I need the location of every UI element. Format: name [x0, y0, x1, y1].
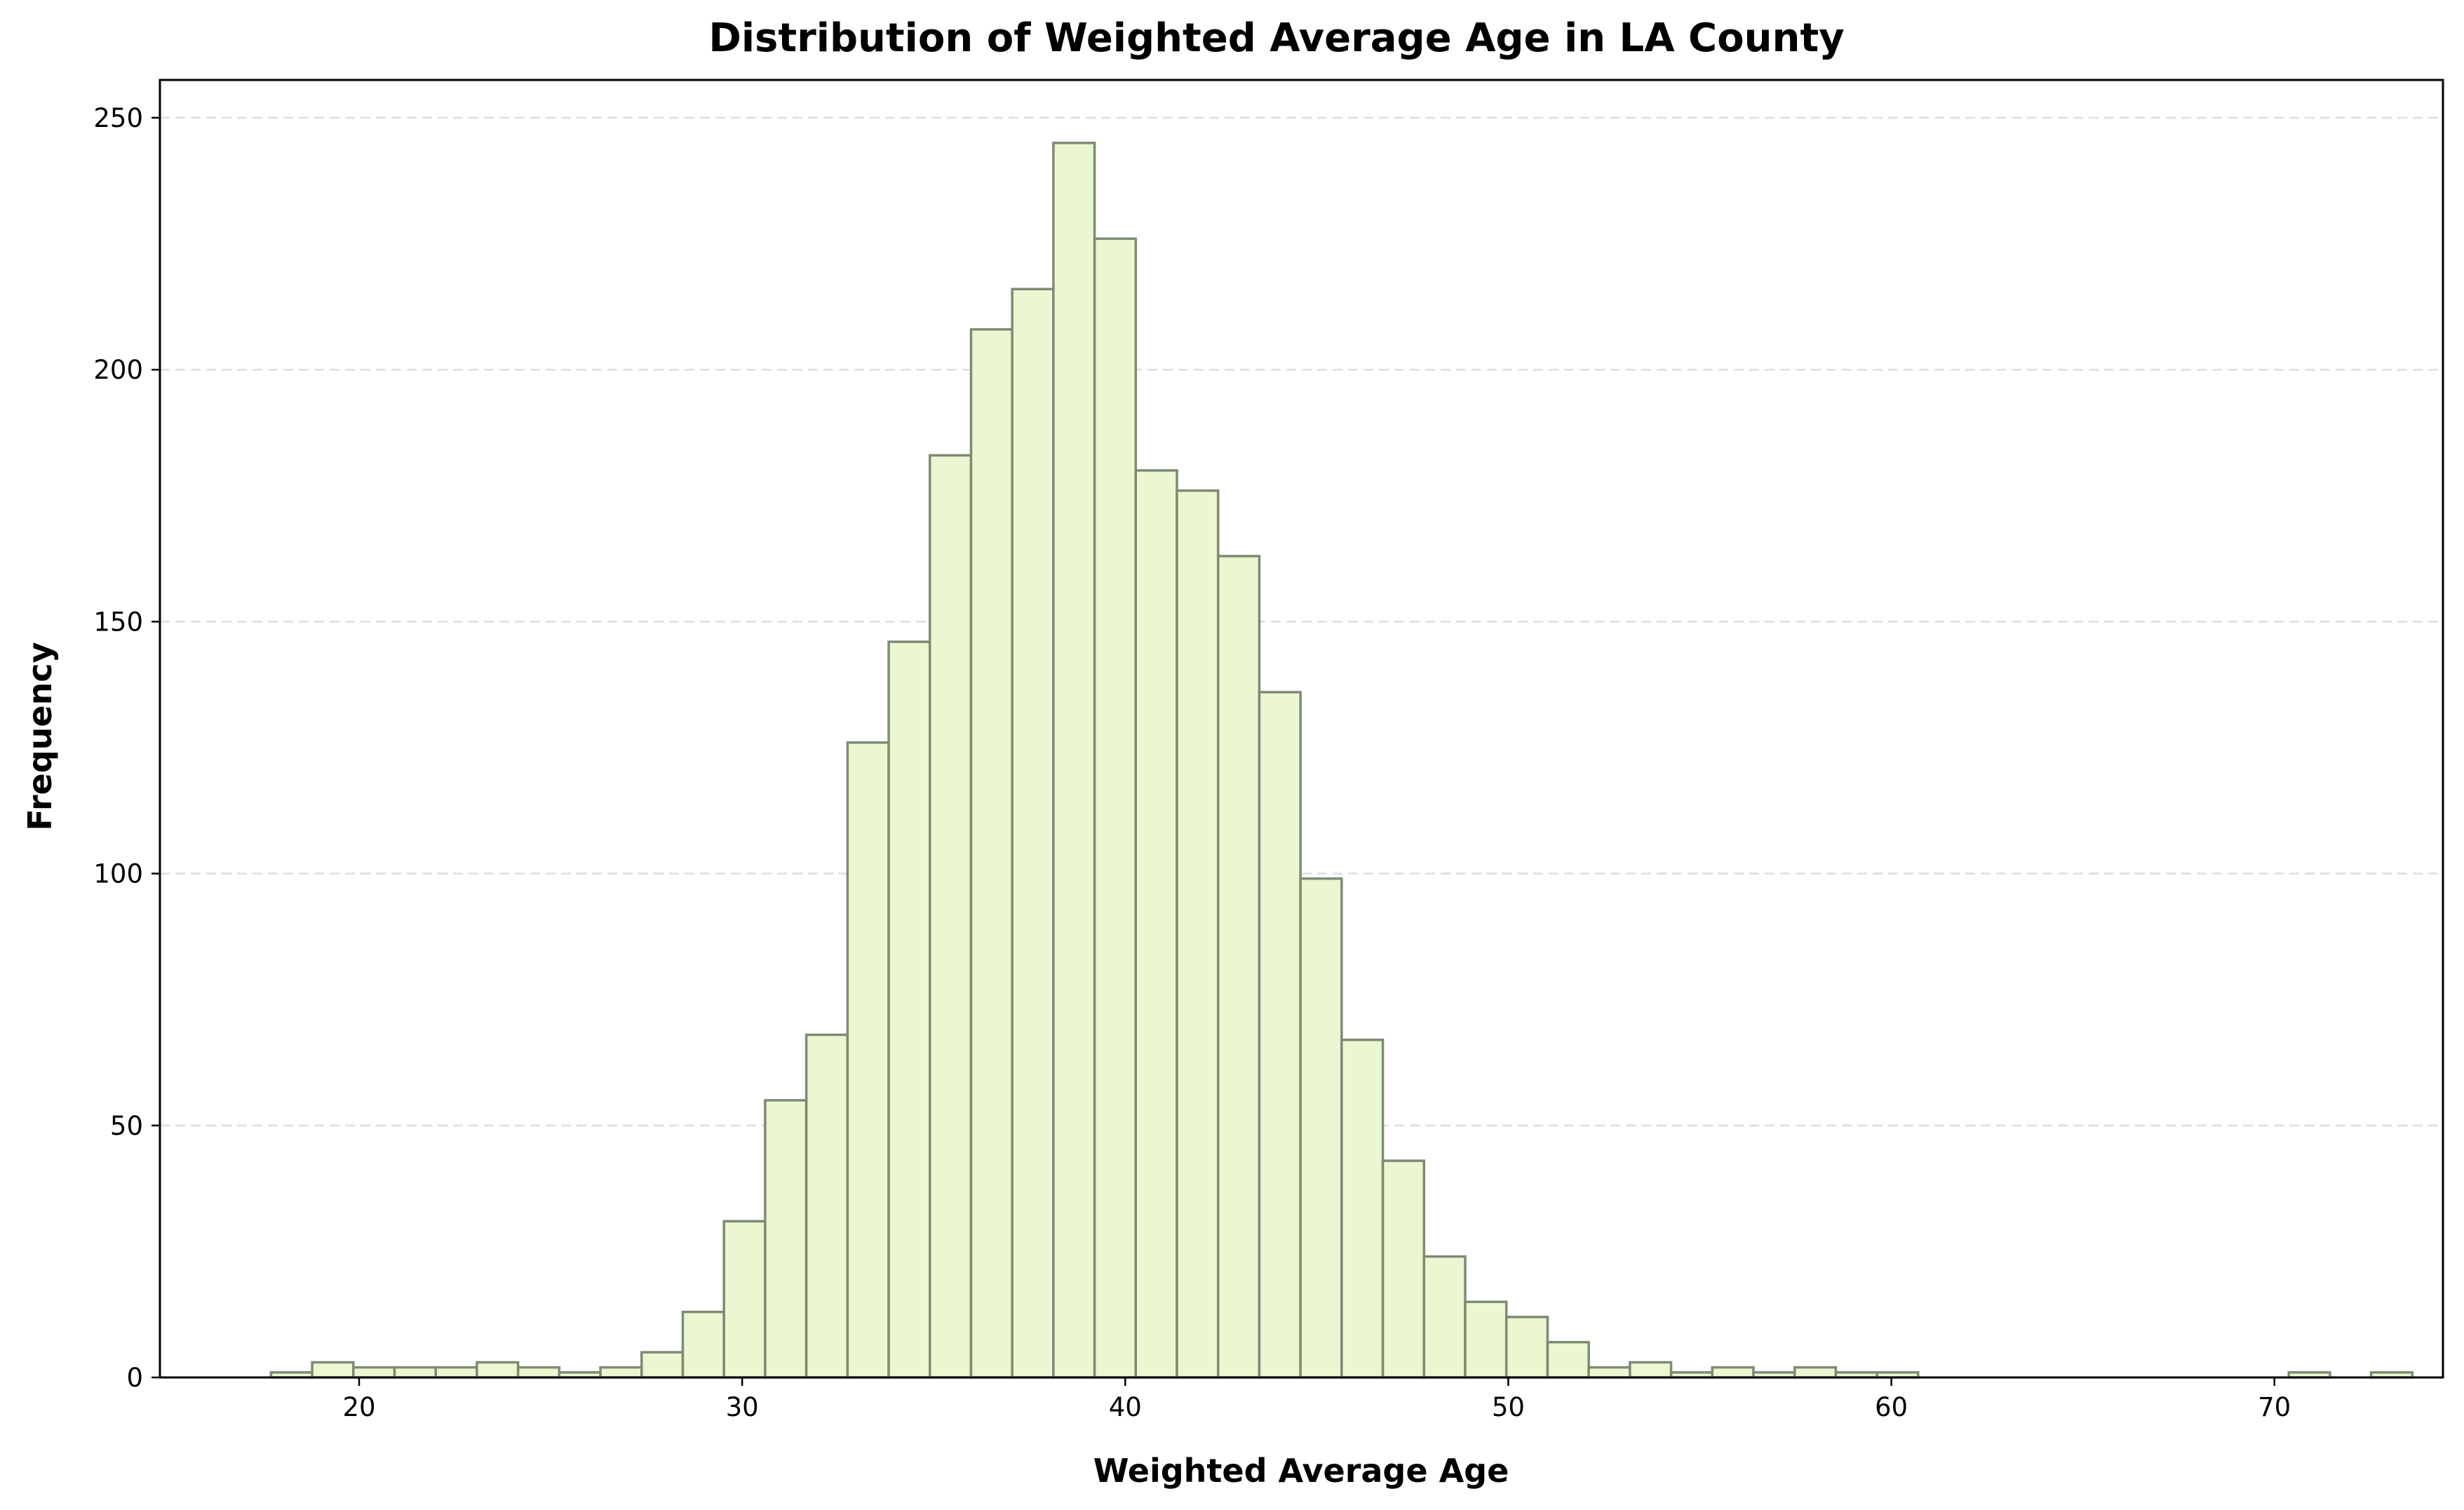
- histogram-bar: [1587, 1366, 1631, 1379]
- y-tick-label: 100: [93, 859, 143, 889]
- histogram-bar: [1422, 1255, 1467, 1379]
- x-tick-label: 40: [1109, 1392, 1142, 1422]
- histogram-bar: [1216, 555, 1261, 1379]
- y-tick-label: 200: [93, 355, 143, 385]
- histogram-bar: [1464, 1300, 1508, 1379]
- histogram-bar: [599, 1366, 643, 1379]
- histogram-bar: [846, 741, 890, 1379]
- y-axis-ticks: 0 50 100 150 200 250: [93, 103, 160, 1393]
- x-tick-label: 50: [1492, 1392, 1525, 1422]
- histogram-bar: [1546, 1340, 1590, 1379]
- histogram-bar: [804, 1033, 849, 1379]
- histogram-bar: [1176, 489, 1220, 1379]
- x-tick-label: 20: [342, 1392, 375, 1422]
- y-tick-label: 0: [126, 1363, 143, 1393]
- histogram-bar: [434, 1366, 478, 1379]
- gridlines: [160, 116, 2443, 1127]
- chart-title: Distribution of Weighted Average Age in …: [708, 15, 1844, 61]
- histogram-bar: [1299, 877, 1343, 1379]
- histogram-bar: [1052, 142, 1096, 1379]
- histogram-bar: [969, 328, 1014, 1379]
- histogram-bar: [1793, 1366, 1838, 1379]
- histogram-bar: [1011, 288, 1055, 1379]
- histogram-bar: [516, 1366, 561, 1379]
- x-axis-label: Weighted Average Age: [1093, 1452, 1509, 1490]
- histogram-bar: [1381, 1159, 1426, 1379]
- plot-frame: [159, 79, 2444, 1379]
- histogram-bar: [764, 1099, 808, 1379]
- y-tick-label: 50: [110, 1111, 143, 1141]
- histogram-bar: [311, 1361, 355, 1379]
- histogram-bars: [269, 142, 2414, 1379]
- histogram-bar: [640, 1351, 685, 1379]
- histogram-bar: [722, 1220, 767, 1379]
- histogram-bar: [681, 1310, 725, 1379]
- x-tick-label: 30: [726, 1392, 759, 1422]
- histogram-bar: [476, 1361, 520, 1379]
- histogram-bar: [928, 454, 973, 1379]
- y-axis-label: Frequency: [21, 642, 59, 830]
- x-tick-label: 70: [2258, 1392, 2291, 1422]
- y-tick-label: 250: [93, 103, 143, 133]
- x-axis-ticks: 20 30 40 50 60 70: [342, 1377, 2291, 1422]
- histogram-bar: [1340, 1038, 1385, 1379]
- histogram-bar: [1093, 237, 1138, 1379]
- histogram-bar: [1711, 1366, 1755, 1379]
- histogram-bar: [352, 1366, 396, 1379]
- x-tick-label: 60: [1875, 1392, 1908, 1422]
- y-tick-label: 150: [93, 607, 143, 637]
- histogram-bar: [887, 640, 931, 1379]
- histogram-bar: [1258, 691, 1302, 1379]
- histogram-bar: [393, 1366, 437, 1379]
- histogram-bar: [1504, 1316, 1549, 1379]
- histogram-bar: [1134, 469, 1178, 1379]
- histogram-bar: [1629, 1361, 1673, 1379]
